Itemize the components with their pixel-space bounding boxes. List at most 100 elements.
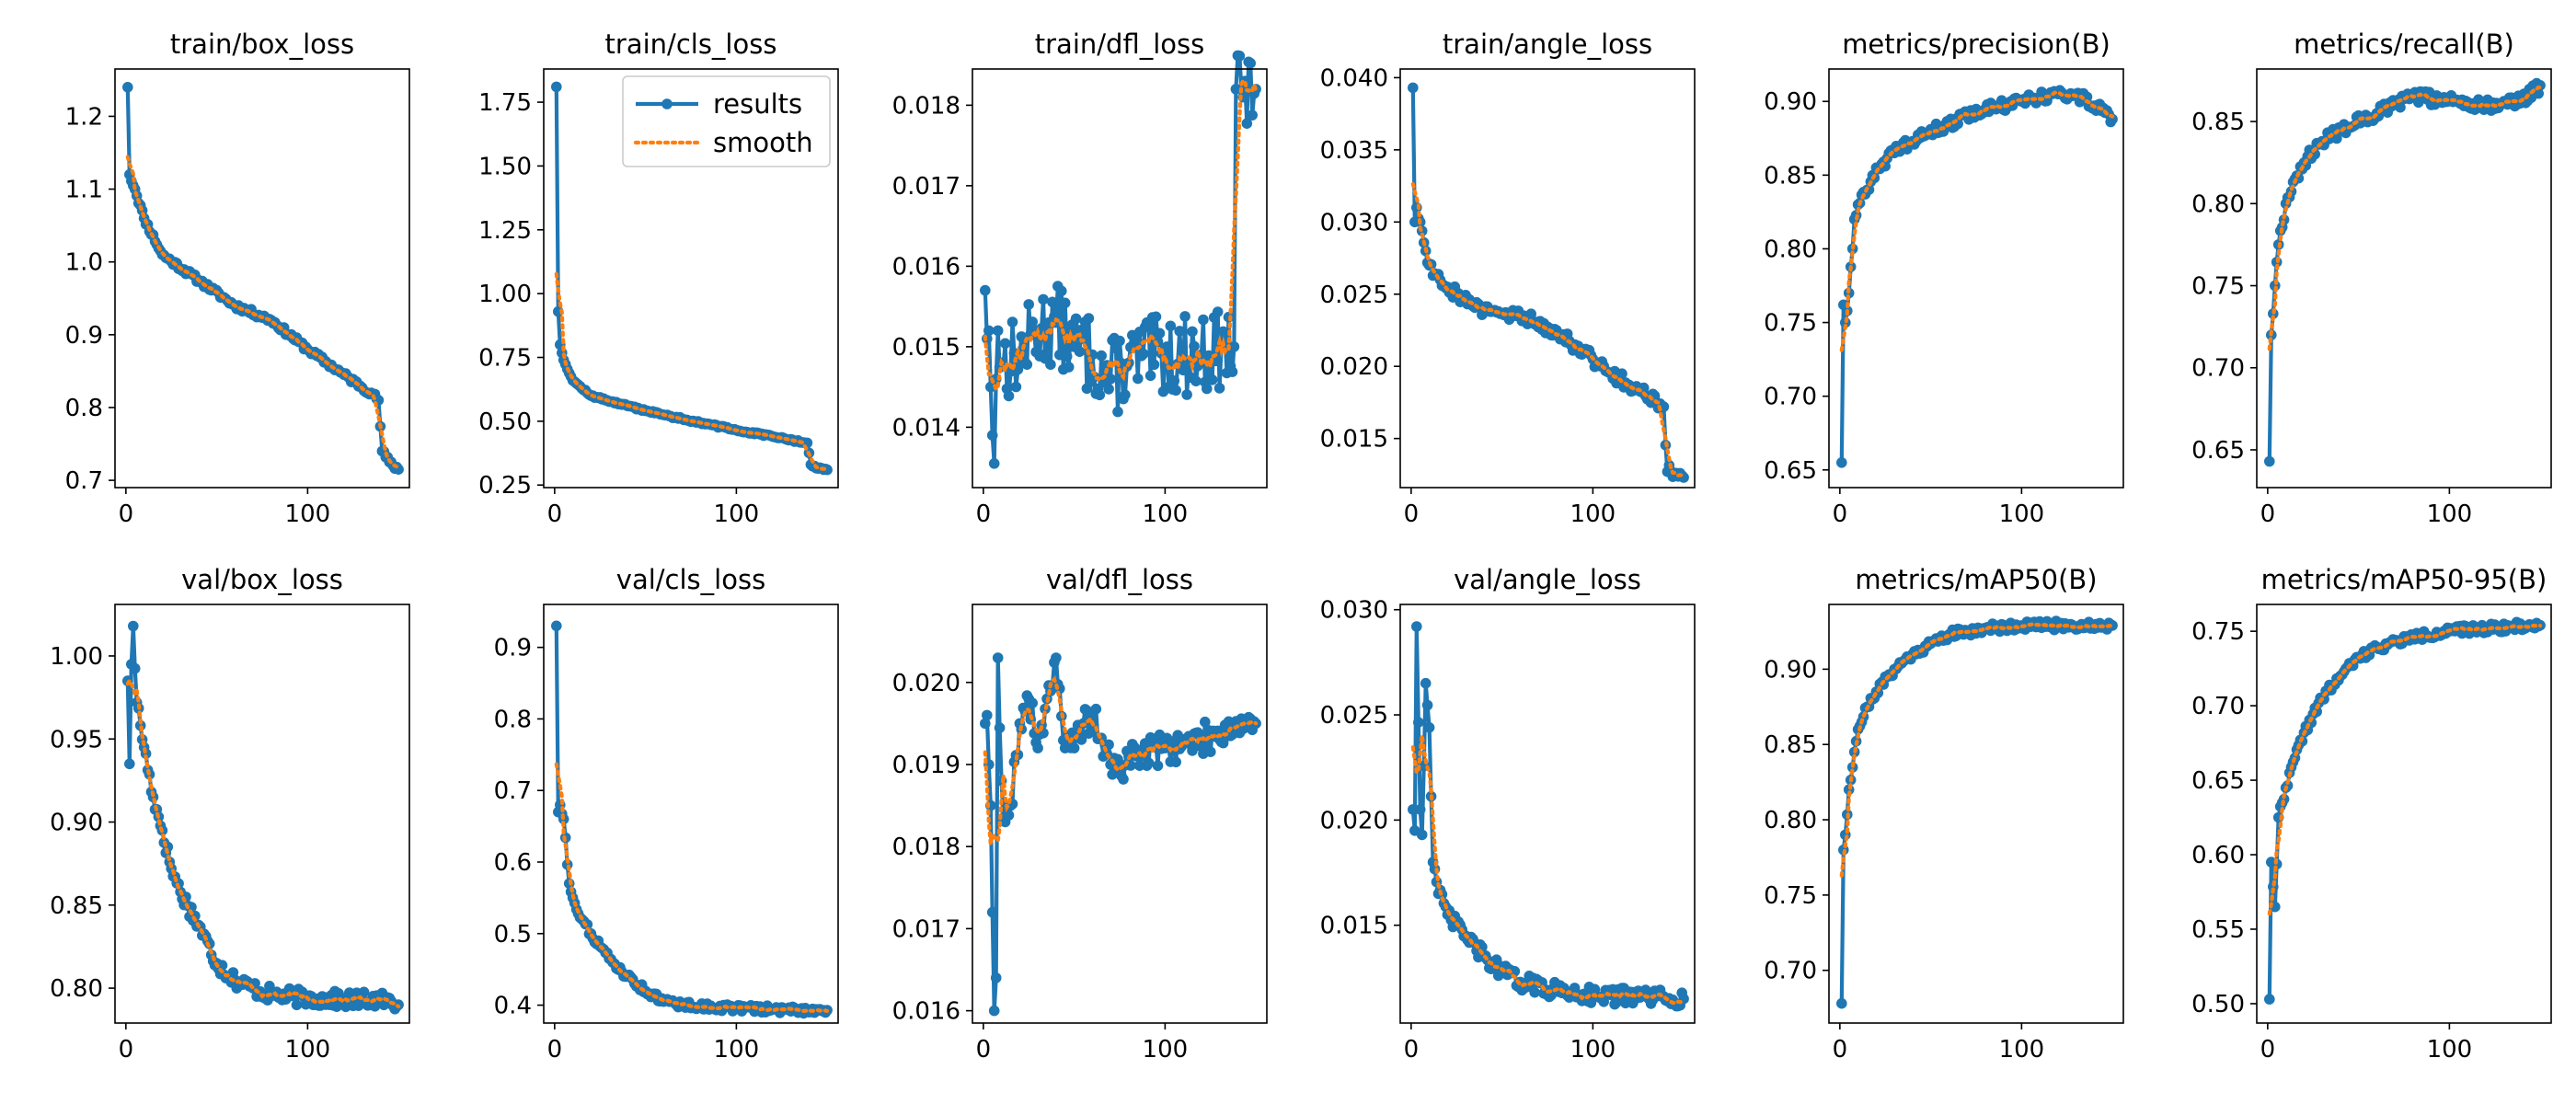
- x-tick-label: 100: [1999, 500, 2045, 528]
- results-series-line: [1839, 88, 2114, 463]
- data-point: [1006, 316, 1018, 328]
- data-point: [1143, 757, 1155, 769]
- data-point: [1190, 375, 1202, 387]
- chart-title: train/box_loss: [170, 29, 354, 60]
- data-point: [1075, 734, 1087, 745]
- data-point: [1129, 742, 1140, 753]
- y-tick-label: 0.55: [2191, 916, 2245, 944]
- results-series-line: [125, 86, 400, 471]
- data-point: [1206, 374, 1218, 385]
- data-point: [1598, 996, 1609, 1007]
- y-tick-label: 0.019: [892, 752, 960, 779]
- y-tick-label: 0.80: [50, 975, 103, 1003]
- smooth-series-line: [983, 77, 1259, 394]
- results-markers: [1836, 85, 2118, 468]
- y-tick-label: 0.85: [1764, 731, 1817, 759]
- data-point: [1202, 383, 1213, 395]
- data-point: [2264, 994, 2275, 1005]
- data-point: [2264, 455, 2275, 467]
- x-tick-label: 100: [285, 500, 331, 528]
- data-point: [1836, 457, 1847, 468]
- x-tick-label: 0: [2260, 500, 2276, 528]
- data-point: [1094, 389, 1106, 401]
- data-point: [358, 986, 370, 998]
- data-point: [1165, 320, 1177, 332]
- data-point: [1525, 308, 1536, 320]
- data-point: [988, 1005, 1000, 1017]
- plot-frame: [543, 604, 839, 1024]
- subplot-metrics-recall-b: metrics/recall(B) 0.65 0.70 0.75 0.80 0.85 0 10…: [2191, 29, 2552, 528]
- data-point: [1174, 326, 1185, 337]
- y-tick-label: 0.015: [1320, 913, 1388, 940]
- y-tick-label: 0.8: [65, 395, 103, 422]
- data-point: [980, 718, 991, 730]
- data-point: [1144, 370, 1156, 382]
- y-tick-label: 1.0: [65, 249, 103, 277]
- x-tick-label: 100: [1143, 1036, 1189, 1064]
- data-point: [1170, 756, 1181, 768]
- results-markers: [551, 620, 833, 1019]
- smooth-series-line: [1839, 622, 2115, 878]
- y-tick-label: 0.4: [494, 993, 532, 1020]
- results-series-line: [2267, 620, 2541, 1000]
- results-markers: [1836, 615, 2118, 1009]
- data-point: [1150, 311, 1162, 323]
- plot-frame: [2256, 68, 2552, 489]
- data-point: [1241, 118, 1253, 129]
- data-point: [122, 82, 133, 93]
- y-tick-label: 0.65: [1764, 457, 1817, 485]
- data-point: [2081, 91, 2093, 103]
- data-point: [1210, 355, 1222, 367]
- y-tick-label: 0.016: [892, 998, 960, 1026]
- y-tick-label: 0.040: [1320, 64, 1388, 92]
- y-tick-label: 1.00: [478, 281, 532, 308]
- chart-title: metrics/mAP50-95(B): [2261, 564, 2547, 595]
- y-tick-label: 0.9: [65, 322, 103, 350]
- smooth-series-line: [1839, 90, 2115, 352]
- y-tick-label: 0.90: [1764, 656, 1817, 684]
- plot-frame: [972, 68, 1268, 489]
- data-point: [1068, 742, 1080, 753]
- data-point: [1226, 366, 1238, 377]
- y-tick-label: 0.70: [1764, 384, 1817, 411]
- data-point: [1027, 697, 1038, 708]
- data-point: [1152, 760, 1164, 772]
- chart-title: train/dfl_loss: [1035, 29, 1204, 60]
- y-tick-label: 0.75: [1764, 310, 1817, 338]
- legend-results-marker: [661, 98, 673, 109]
- y-tick-label: 0.035: [1320, 137, 1388, 165]
- y-tick-label: 0.75: [2191, 618, 2245, 646]
- data-point: [1038, 293, 1049, 305]
- chart-title: val/dfl_loss: [1046, 564, 1193, 595]
- subplot-val-box-loss: val/box_loss 0.80 0.85 0.90 0.95 1.00 0 100: [50, 564, 410, 1064]
- data-point: [1010, 381, 1022, 393]
- y-tick-label: 0.8: [494, 706, 532, 733]
- y-tick-label: 0.018: [892, 92, 960, 120]
- data-point: [1154, 328, 1166, 339]
- results-markers: [2264, 77, 2546, 467]
- data-point: [1836, 997, 1847, 1009]
- data-point: [1189, 340, 1200, 352]
- data-point: [1083, 313, 1095, 324]
- y-tick-label: 1.50: [478, 153, 532, 180]
- data-point: [1228, 341, 1240, 352]
- data-point: [2331, 132, 2342, 144]
- chart-title: train/angle_loss: [1443, 29, 1652, 60]
- data-point: [128, 620, 139, 632]
- results-markers: [122, 82, 404, 475]
- data-point: [1041, 347, 1052, 358]
- plot-frame: [1399, 68, 1696, 489]
- subplot-train-dfl-loss: train/dfl_loss 0.014 0.015 0.016 0.017 0.018 0…: [892, 29, 1268, 528]
- data-point: [985, 381, 996, 393]
- data-point: [1168, 375, 1180, 386]
- x-tick-label: 100: [1570, 500, 1616, 528]
- y-tick-label: 0.70: [2191, 693, 2245, 720]
- data-point: [2395, 101, 2406, 113]
- results-series-line: [1410, 624, 1686, 1008]
- subplot-val-cls-loss: val/cls_loss 0.4 0.5 0.6 0.7 0.8 0.9 0 100: [494, 564, 839, 1064]
- data-point: [1003, 810, 1015, 821]
- subplot-train-box-loss: train/box_loss 0.7 0.8 0.9 1.0 1.1 1.2 0 100: [65, 29, 410, 528]
- y-tick-label: 1.00: [50, 643, 103, 671]
- y-tick-label: 0.018: [892, 834, 960, 861]
- data-point: [551, 620, 562, 632]
